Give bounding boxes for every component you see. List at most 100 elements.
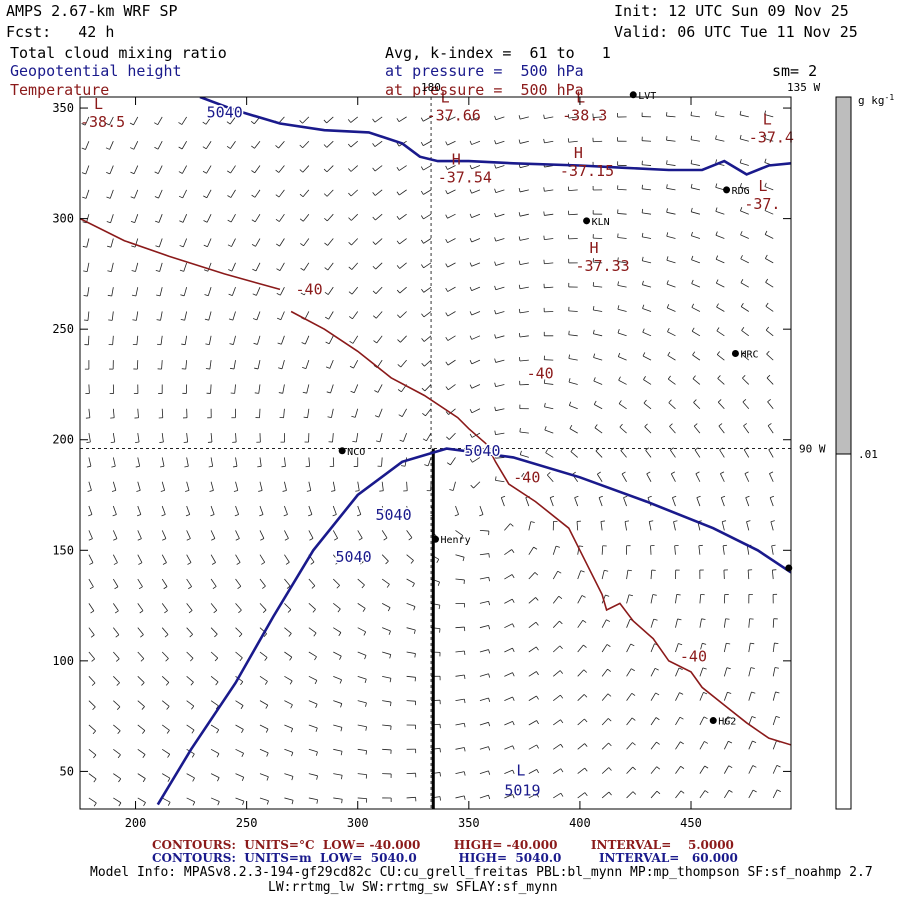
wind-barb <box>675 790 685 799</box>
wind-barb-staff <box>595 450 603 458</box>
wind-barb-staff <box>333 700 342 704</box>
wind-barb-staff <box>528 720 537 726</box>
wind-barb-flag <box>227 195 232 198</box>
wind-barb <box>479 600 491 606</box>
wind-barb-staff <box>642 188 652 191</box>
wind-barb <box>650 594 657 604</box>
wind-barb-flag <box>115 634 120 638</box>
wind-barb-staff <box>718 425 725 434</box>
wind-barb-flag <box>437 581 440 586</box>
wind-barb-staff <box>667 307 676 312</box>
wind-barb <box>519 404 529 410</box>
wind-barb-flag <box>535 597 539 601</box>
wind-barb <box>600 520 605 531</box>
wind-barb-flag <box>107 294 112 297</box>
wind-barb-flag <box>621 471 626 475</box>
wind-barb-staff <box>157 116 163 125</box>
wind-barb-staff <box>455 771 465 775</box>
wind-barb-staff <box>350 140 358 148</box>
wind-barb <box>772 593 778 604</box>
wind-barb <box>716 351 725 361</box>
wind-barb-staff <box>399 311 407 318</box>
wind-barb-staff <box>746 545 750 555</box>
wind-barb-staff <box>764 234 774 239</box>
wind-barb-staff <box>357 481 360 491</box>
wind-barb <box>626 742 636 750</box>
wind-barb-flag <box>420 215 424 220</box>
wind-barb-flag <box>118 802 122 807</box>
wind-barb <box>357 675 367 684</box>
wind-barb-staff <box>137 481 141 491</box>
wind-barb-flag <box>535 621 539 626</box>
wind-barb <box>232 433 237 443</box>
wind-barb <box>568 210 578 216</box>
wind-barb-staff <box>624 521 627 531</box>
wind-barb-staff <box>308 481 312 491</box>
wind-barb-staff <box>235 724 244 730</box>
wind-barb-flag <box>131 270 136 272</box>
wind-barb-flag <box>213 610 218 614</box>
wind-barb-staff <box>645 449 652 458</box>
wind-barb-flag <box>728 765 733 769</box>
wind-barb <box>113 651 120 662</box>
wind-barb-staff <box>308 675 318 681</box>
wind-barb <box>299 116 310 124</box>
wind-barb <box>357 700 367 707</box>
wind-barb-flag <box>536 793 540 798</box>
wind-barb-staff <box>88 554 94 563</box>
wind-barb <box>347 116 358 123</box>
wind-barb-staff <box>382 675 392 679</box>
wind-barb-staff <box>259 797 269 802</box>
wind-barb <box>81 116 90 126</box>
wind-barb <box>495 476 505 483</box>
wind-barb-staff <box>137 700 145 707</box>
wind-barb <box>277 311 285 321</box>
wind-barb-flag <box>495 476 497 481</box>
wind-barb-flag <box>136 514 141 517</box>
wind-barb-staff <box>332 530 338 539</box>
wind-barb-flag <box>672 495 677 498</box>
wind-barb <box>154 116 163 126</box>
wind-barb-staff <box>740 186 749 191</box>
wind-barb-staff <box>406 651 416 654</box>
wind-barb <box>715 231 725 239</box>
wind-barb <box>455 554 465 562</box>
wind-barb-flag <box>550 495 555 498</box>
wind-barb-staff <box>259 700 268 706</box>
wind-barb <box>228 311 236 321</box>
wind-barb-staff <box>479 649 489 653</box>
height-contour-label: 5040 <box>464 442 500 460</box>
wind-barb-flag <box>597 471 601 475</box>
wind-barb-staff <box>519 262 529 265</box>
wind-barb-staff <box>332 505 337 515</box>
wind-barb-staff <box>113 773 121 780</box>
wind-barb <box>162 797 171 806</box>
wind-barb-staff <box>284 748 293 753</box>
wind-barb <box>715 207 725 215</box>
wind-barb-staff <box>157 165 163 174</box>
wind-barb <box>445 408 456 415</box>
wind-barb <box>577 767 588 774</box>
wind-barb <box>675 594 681 604</box>
wind-barb <box>355 481 360 492</box>
wind-barb-flag <box>135 441 140 443</box>
wind-barb <box>129 116 139 126</box>
wind-barb-staff <box>210 797 220 802</box>
wind-barb <box>235 748 244 758</box>
wind-barb-flag <box>131 294 137 297</box>
wind-barb <box>210 773 220 782</box>
wind-barb-staff <box>717 378 725 385</box>
wind-barb-staff <box>326 165 334 173</box>
wind-barb-staff <box>601 767 610 774</box>
wind-barb <box>209 481 214 492</box>
wind-barb-flag <box>275 169 280 173</box>
wind-barb <box>519 380 529 386</box>
wind-barb-flag <box>421 338 425 342</box>
wind-barb <box>445 189 456 195</box>
wind-barb <box>479 697 491 702</box>
wind-barb-flag <box>716 327 720 332</box>
wind-barb-staff <box>230 140 236 149</box>
wind-barb-flag <box>656 790 661 795</box>
wind-barb-staff <box>669 426 676 434</box>
wind-barb-staff <box>351 213 359 221</box>
